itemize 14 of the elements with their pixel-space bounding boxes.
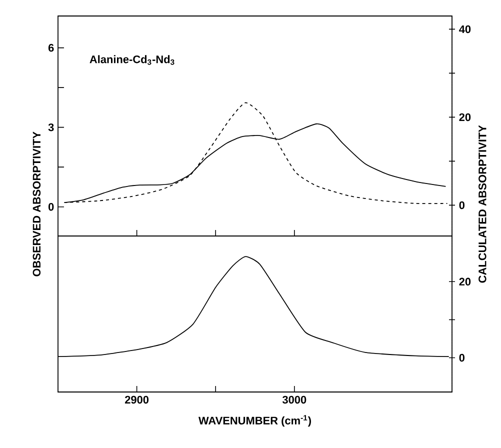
y2-tick-label: 20 bbox=[459, 278, 471, 286]
x-tick-label: 2900 bbox=[124, 396, 149, 404]
x-tick-label: 3000 bbox=[282, 396, 306, 404]
y2-tick-label: 20 bbox=[459, 113, 471, 122]
y-tick-label: 3 bbox=[48, 123, 54, 132]
y2-tick-label: 0 bbox=[459, 201, 464, 210]
y-tick-label: 0 bbox=[48, 202, 54, 211]
y2-axis-title: CALCULATED ABSORPTIVITY bbox=[478, 125, 486, 283]
y-axis-title: OBSERVED ABSORPTIVITY bbox=[32, 132, 41, 276]
y2-tick-label: 0 bbox=[459, 354, 464, 362]
annotation: Alanine-Cd$_{3}$-Nd$_{3}$ bbox=[90, 55, 174, 65]
y2-tick-label: 40 bbox=[459, 25, 471, 34]
x-axis-title: WAVENUMBER (cm$^{-1}$) bbox=[198, 415, 311, 427]
y-tick-label: 6 bbox=[48, 44, 54, 52]
